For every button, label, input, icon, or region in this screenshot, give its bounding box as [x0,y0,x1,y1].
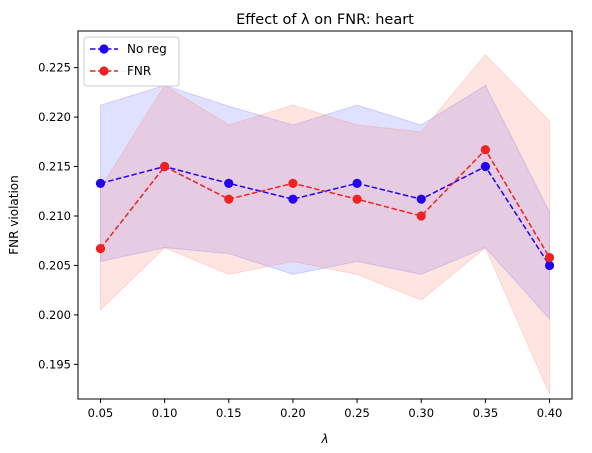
y-tick-label: 0.195 [38,357,71,371]
band-series-1 [99,53,551,395]
legend-swatch-marker [99,66,109,76]
confidence-bands [99,53,551,395]
x-tick-label: 0.40 [537,406,563,420]
x-tick-label: 0.25 [344,406,370,420]
point-series-1 [224,194,234,204]
series-lines [99,148,551,266]
y-tick-label: 0.220 [38,110,71,124]
band-series-0 [99,84,551,321]
y-tick-label: 0.205 [38,258,71,272]
legend-label: No reg [127,42,167,56]
x-tick-label: 0.15 [216,406,242,420]
point-series-0 [224,178,234,188]
point-series-1 [416,211,426,221]
x-axis-label: λ [320,432,328,446]
point-series-1 [544,252,555,263]
legend-label: FNR [127,64,151,78]
point-series-1 [160,161,170,172]
y-axis-label: FNR violation [7,175,21,254]
point-series-0 [480,161,490,172]
series-points [95,145,555,271]
y-tick-label: 0.215 [38,160,71,174]
legend: No reg FNR [83,36,180,87]
line-series-0 [100,165,551,266]
plot-frame [77,30,573,400]
x-tick-label: 0.10 [152,406,178,420]
point-series-0 [544,260,555,271]
y-tick-label: 0.225 [38,61,71,75]
point-series-1 [288,178,298,188]
point-series-0 [95,178,106,188]
point-series-1 [352,194,362,204]
x-tick-label: 0.20 [280,406,306,420]
x-tick-label: 0.35 [473,406,499,420]
y-tick-label: 0.200 [38,308,71,322]
x-tick-label: 0.05 [88,406,114,420]
point-series-0 [416,194,426,204]
y-axis: 0.195 0.200 0.205 0.210 0.215 0.220 0.225 [38,61,78,371]
legend-swatch-marker [99,44,109,54]
line-series-1 [99,148,551,258]
point-series-0 [288,194,298,204]
x-axis: 0.05 0.10 0.15 0.20 0.25 0.30 0.35 0.40 [88,399,563,420]
point-series-1 [480,145,490,155]
chart-title: Effect of λ on FNR: heart [236,12,414,28]
point-series-1 [95,244,106,254]
x-tick-label: 0.30 [408,406,434,420]
point-series-0 [352,178,362,188]
y-tick-label: 0.210 [38,209,71,223]
